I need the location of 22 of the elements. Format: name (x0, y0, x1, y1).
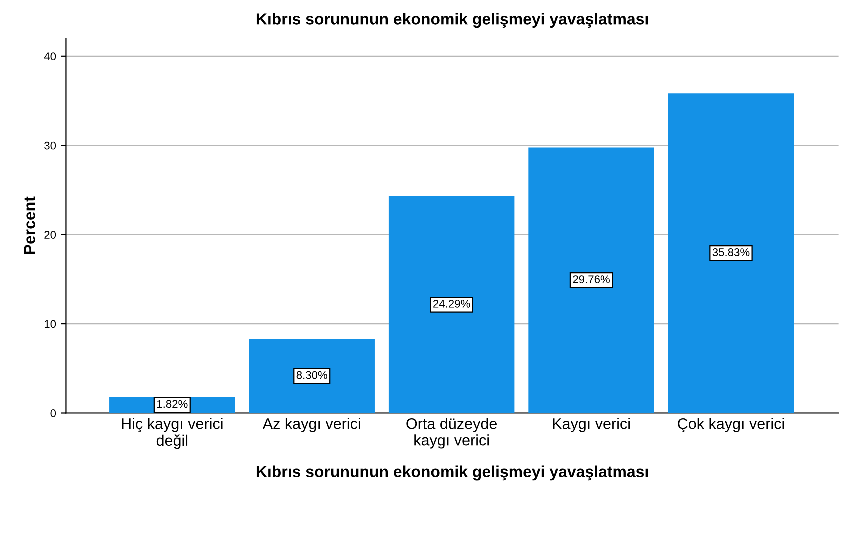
x-tick-label: Çok kaygı verici (678, 418, 784, 432)
x-axis-title: Kıbrıs sorununun ekonomik gelişmeyi yavaşlatması (256, 466, 648, 481)
y-axis-title: Percent (24, 196, 36, 254)
y-tick-label: 0 (50, 410, 56, 418)
chart-title: Kıbrıs sorununun ekonomik gelişmeyi yavaşlatması (256, 13, 648, 28)
x-tick-label: Orta düzeyde kaygı verici (406, 418, 497, 449)
y-tick-label: 40 (44, 52, 56, 61)
bar (528, 148, 654, 414)
bar (388, 196, 515, 414)
bar (668, 94, 794, 414)
y-tick-label: 30 (44, 142, 56, 150)
data-label: 24.29% (434, 300, 470, 308)
x-tick-label: Az kaygı verici (262, 418, 360, 432)
data-label: 1.82% (157, 400, 188, 408)
x-tick-label: Hiç kaygı verici değil (122, 418, 223, 450)
x-tick-label: Kaygı verici (553, 418, 630, 432)
data-label: 8.30% (296, 371, 328, 380)
bar (249, 339, 375, 414)
data-label: 35.83% (712, 248, 750, 256)
y-tick-label: 20 (44, 231, 56, 239)
y-tick-label: 10 (44, 320, 56, 328)
data-label: 29.76% (573, 276, 610, 284)
